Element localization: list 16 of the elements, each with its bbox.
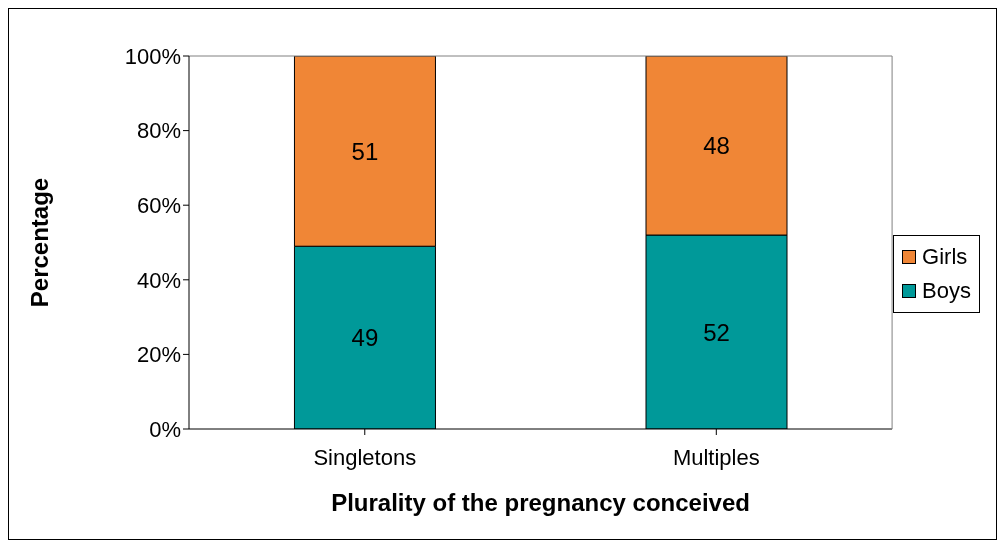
y-tick-label: 100% — [124, 43, 181, 69]
x-axis-title: Plurality of the pregnancy conceived — [331, 489, 750, 516]
y-tick-label: 0% — [149, 416, 181, 442]
data-label: 48 — [703, 132, 730, 160]
y-tick-label: 80% — [136, 118, 181, 144]
data-label: 51 — [351, 137, 379, 165]
legend-label: Girls — [922, 243, 968, 271]
y-axis-title: Percentage — [25, 177, 53, 308]
legend-label: Boys — [922, 277, 971, 305]
x-tick-label: Multiples — [672, 444, 760, 470]
y-tick-label: 40% — [136, 267, 181, 293]
y-tick-label: 60% — [136, 193, 181, 219]
x-tick-label: Singletons — [313, 444, 417, 470]
data-label: 49 — [351, 324, 379, 352]
y-tick-label: 20% — [136, 342, 181, 368]
data-label: 52 — [703, 318, 730, 346]
